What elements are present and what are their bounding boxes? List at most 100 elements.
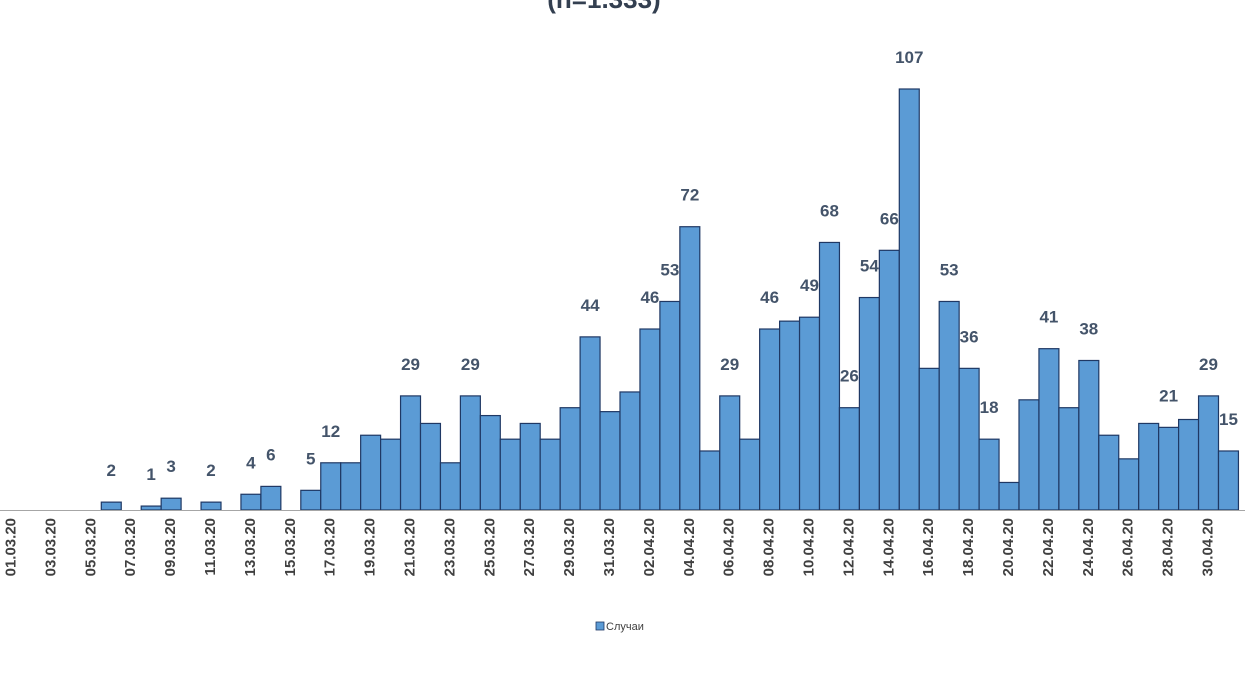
x-tick-06.04.20: 06.04.20 — [721, 518, 738, 576]
data-label-28.04.20: 21 — [1159, 386, 1178, 405]
x-tick-labels-layer: 29.02.2001.03.2003.03.2005.03.2007.03.20… — [2, 518, 1216, 576]
x-tick-08.04.20: 08.04.20 — [761, 518, 778, 576]
bar-11.03.20 — [200, 501, 222, 511]
legend: Случаи — [595, 621, 644, 633]
x-tick-22.04.20: 22.04.20 — [1040, 518, 1057, 576]
data-label-06.03.20: 2 — [107, 461, 116, 480]
bar-12.04.20 — [838, 407, 861, 511]
bar-29.04.20 — [1177, 418, 1200, 511]
x-tick-16.04.20: 16.04.20 — [920, 518, 937, 576]
x-tick-14.04.20: 14.04.20 — [880, 518, 897, 576]
data-label-18.04.20: 36 — [960, 327, 979, 346]
bar-17.03.20 — [320, 462, 342, 511]
data-label-03.04.20: 53 — [660, 260, 679, 279]
bar-18.04.20 — [958, 367, 980, 511]
data-label-02.04.20: 46 — [640, 288, 659, 307]
bar-10.04.20 — [798, 316, 821, 511]
data-label-16.03.20: 5 — [306, 449, 315, 468]
data-label-08.04.20: 46 — [760, 288, 779, 307]
x-tick-10.04.20: 10.04.20 — [800, 518, 817, 576]
bar-24.04.20 — [1078, 359, 1100, 511]
bar-23.03.20 — [439, 462, 462, 511]
bar-20.03.20 — [380, 438, 402, 511]
bar-16.03.20 — [300, 489, 322, 511]
data-label-10.04.20: 49 — [800, 276, 819, 295]
legend-entry-label: Случаи — [606, 621, 644, 633]
bar-19.04.20 — [978, 438, 1000, 511]
bar-21.04.20 — [1018, 399, 1040, 511]
bar-07.04.20 — [739, 438, 761, 511]
data-label-30.03.20: 44 — [581, 296, 600, 315]
bar-05.04.20 — [699, 450, 721, 511]
x-tick-02.04.20: 02.04.20 — [641, 518, 658, 576]
bar-21.03.20 — [399, 395, 422, 511]
bar-06.03.20 — [100, 501, 122, 511]
bar-25.03.20 — [479, 414, 501, 511]
data-label-17.03.20: 12 — [321, 422, 340, 441]
data-label-13.03.20: 4 — [246, 453, 256, 472]
x-tick-18.04.20: 18.04.20 — [960, 518, 977, 576]
x-tick-19.03.20: 19.03.20 — [362, 518, 379, 576]
x-tick-31.03.20: 31.03.20 — [601, 518, 618, 576]
data-label-30.04.20: 29 — [1199, 355, 1218, 374]
bar-31.03.20 — [599, 411, 621, 511]
x-tick-23.03.20: 23.03.20 — [441, 518, 458, 576]
bar-01.05.20 — [1217, 450, 1240, 511]
x-tick-28.04.20: 28.04.20 — [1160, 518, 1177, 576]
bars-layer — [100, 88, 1240, 511]
bar-16.04.20 — [918, 367, 940, 511]
x-tick-01.03.20: 01.03.20 — [2, 518, 19, 576]
bar-28.03.20 — [539, 438, 561, 511]
bar-14.04.20 — [878, 249, 900, 511]
bar-09.04.20 — [778, 320, 801, 511]
data-label-13.04.20: 54 — [860, 257, 879, 276]
data-label-15.04.20: 107 — [895, 48, 923, 67]
bar-20.04.20 — [998, 481, 1020, 511]
bar-02.04.20 — [639, 328, 661, 511]
data-label-21.03.20: 29 — [401, 355, 420, 374]
legend-swatch — [595, 621, 605, 631]
data-label-17.04.20: 53 — [940, 260, 959, 279]
x-tick-05.03.20: 05.03.20 — [82, 518, 99, 576]
x-tick-11.03.20: 11.03.20 — [202, 518, 219, 576]
x-tick-26.04.20: 26.04.20 — [1120, 518, 1137, 576]
data-label-06.04.20: 29 — [720, 355, 739, 374]
data-label-01.05.20: 15 — [1219, 410, 1238, 429]
bar-01.04.20 — [619, 391, 641, 511]
data-label-24.04.20: 38 — [1079, 319, 1098, 338]
bar-30.04.20 — [1197, 395, 1220, 511]
data-label-09.03.20: 3 — [166, 457, 175, 476]
bar-11.04.20 — [818, 241, 841, 511]
x-tick-24.04.20: 24.04.20 — [1080, 518, 1097, 576]
bar-04.04.20 — [679, 226, 701, 511]
bar-27.04.20 — [1138, 422, 1160, 511]
bar-28.04.20 — [1158, 426, 1180, 511]
bar-13.03.20 — [240, 493, 262, 511]
data-label-22.04.20: 41 — [1039, 308, 1058, 327]
data-label-04.04.20: 72 — [680, 186, 699, 205]
x-tick-03.03.20: 03.03.20 — [42, 518, 59, 576]
x-tick-27.03.20: 27.03.20 — [521, 518, 538, 576]
bar-03.04.20 — [659, 300, 681, 511]
bar-18.03.20 — [340, 462, 362, 511]
bar-08.03.20 — [140, 505, 162, 511]
data-label-11.04.20: 68 — [820, 201, 839, 220]
bar-14.03.20 — [260, 485, 282, 511]
bar-06.04.20 — [719, 395, 741, 511]
data-label-24.03.20: 29 — [461, 355, 480, 374]
bar-30.03.20 — [579, 336, 601, 511]
bar-27.03.20 — [519, 422, 541, 511]
data-label-12.04.20: 26 — [840, 367, 859, 386]
x-tick-12.04.20: 12.04.20 — [840, 518, 857, 576]
x-tick-04.04.20: 04.04.20 — [681, 518, 698, 576]
data-label-14.03.20: 6 — [266, 445, 275, 464]
bar-24.03.20 — [459, 395, 481, 511]
bar-25.04.20 — [1098, 434, 1120, 511]
x-tick-13.03.20: 13.03.20 — [242, 518, 259, 576]
bar-23.04.20 — [1058, 407, 1080, 511]
x-tick-07.03.20: 07.03.20 — [122, 518, 139, 576]
data-label-11.03.20: 2 — [206, 461, 215, 480]
x-tick-29.03.20: 29.03.20 — [561, 518, 578, 576]
